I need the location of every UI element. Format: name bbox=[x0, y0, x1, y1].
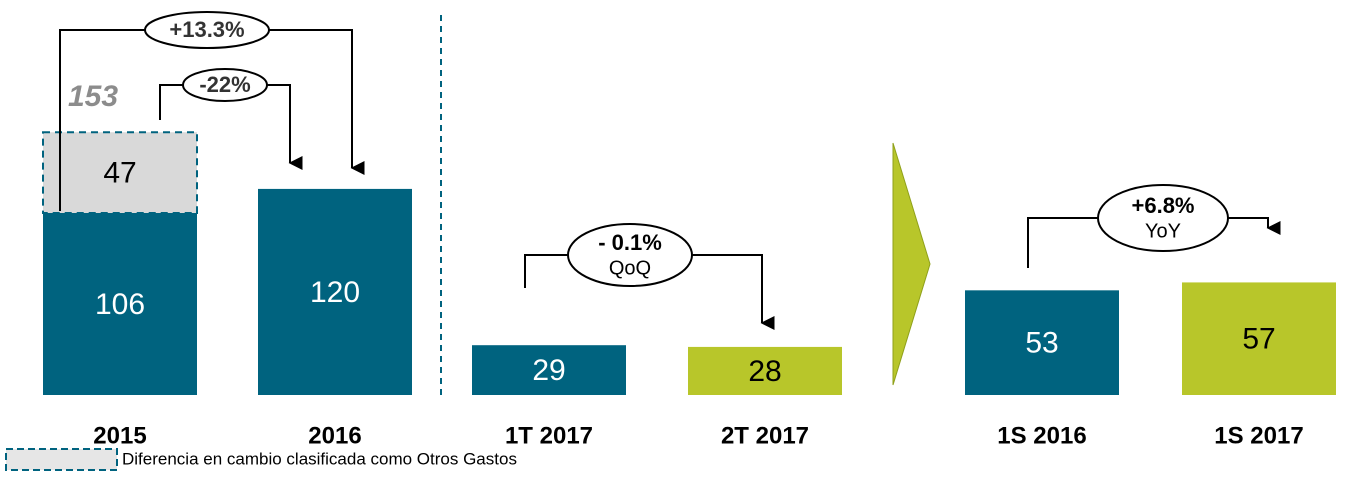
bracket-arrow bbox=[267, 84, 303, 170]
bracket-arrow bbox=[692, 254, 775, 330]
bar bbox=[42, 131, 198, 214]
x-tick-label: 1S 2017 bbox=[1214, 422, 1303, 449]
value-label: 47 bbox=[103, 157, 136, 190]
value-label: 57 bbox=[1242, 323, 1275, 356]
annotation-bubble bbox=[1097, 184, 1229, 252]
x-tick-label: 1T 2017 bbox=[505, 422, 593, 449]
annotation-bubble bbox=[567, 223, 693, 287]
annotation-sublabel: YoY bbox=[1145, 220, 1181, 242]
bar bbox=[688, 346, 842, 395]
legend-label: Diferencia en cambio clasificada como Ot… bbox=[122, 449, 517, 468]
value-label: 29 bbox=[532, 354, 565, 387]
annotation-label: +6.8% bbox=[1132, 193, 1195, 218]
x-tick-label: 2016 bbox=[308, 422, 361, 449]
value-label: 120 bbox=[310, 276, 360, 309]
bracket-arrow bbox=[1228, 217, 1281, 235]
value-label: 28 bbox=[748, 355, 781, 388]
x-tick-label: 2T 2017 bbox=[721, 422, 809, 449]
total-label: 153 bbox=[68, 80, 118, 113]
bracket bbox=[59, 29, 145, 211]
x-tick-label: 2015 bbox=[93, 422, 146, 449]
bar bbox=[965, 290, 1119, 395]
chevron bbox=[892, 142, 931, 386]
annotation-label: - 0.1% bbox=[598, 230, 662, 255]
bar bbox=[258, 188, 412, 395]
bracket bbox=[159, 84, 183, 120]
bar bbox=[1182, 282, 1336, 395]
x-tick-label: 1S 2016 bbox=[997, 422, 1086, 449]
bracket bbox=[524, 254, 568, 288]
panel: 2015 106 47 153 2016 120 +13.3% -22% bbox=[42, 11, 412, 449]
annotation-label: +13.3% bbox=[169, 17, 244, 42]
annotation-sublabel: QoQ bbox=[609, 257, 651, 279]
bracket-arrow bbox=[269, 29, 365, 175]
legend-swatch bbox=[5, 448, 118, 471]
bracket bbox=[1027, 217, 1098, 268]
annotation-bubble bbox=[144, 11, 270, 49]
bar bbox=[472, 345, 626, 395]
annotation-label: -22% bbox=[199, 72, 250, 97]
value-label: 53 bbox=[1025, 327, 1058, 360]
panel: 1S 2016 53 1S 2017 57 +6.8%YoY bbox=[965, 184, 1336, 449]
annotation-bubble bbox=[182, 68, 268, 102]
bar bbox=[43, 212, 197, 395]
panel: 1T 2017 29 2T 2017 28 - 0.1%QoQ bbox=[472, 223, 842, 449]
value-label: 106 bbox=[95, 288, 145, 321]
